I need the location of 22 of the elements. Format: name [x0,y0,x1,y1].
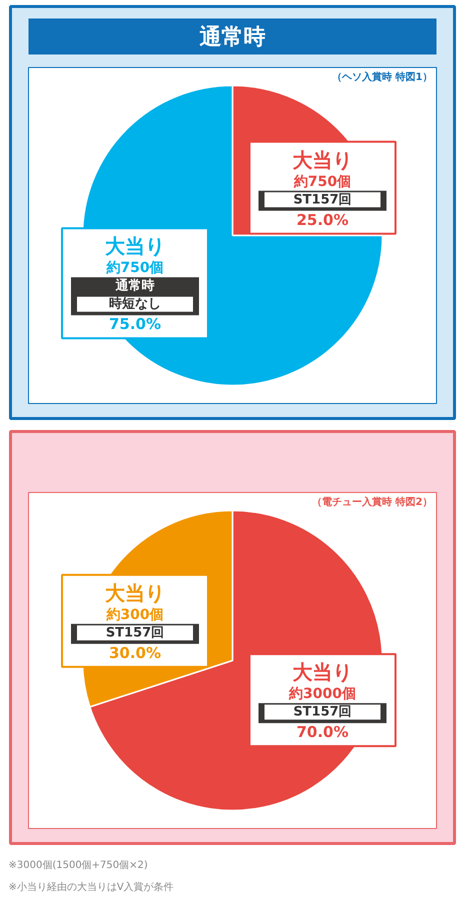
chart-subtitle: （電チュー入賞時 特図2） [312,496,433,508]
text: ※3000個(1500個+750個×2) [8,860,148,871]
data-label: 30.0% [108,644,162,662]
data-label: 70.0% [296,723,349,742]
text: 約300個 [105,606,164,623]
text: 約3000個 [288,686,356,702]
text: 通常時 [114,278,154,294]
text: ST157回 [106,625,164,640]
chart-subtitle: （ヘソ入賞時 特図1） [332,71,433,83]
text: ST157回 [293,704,352,720]
text: ※小当り経由の大当りはV入賞が条件 [8,881,174,893]
data-label: 25.0% [296,210,349,229]
slice-label: 大当り [105,580,165,605]
slice-label: 大当り [105,234,165,258]
chart-title: 通常時 [198,25,266,50]
text: ST157回 [293,192,352,208]
text: 約750個 [292,174,352,190]
slice-label: 大当り [292,660,352,684]
data-label: 75.0% [108,315,162,334]
text: 時短なし [109,296,161,312]
text: 約750個 [105,260,164,276]
slice-label: 大当り [292,148,352,172]
